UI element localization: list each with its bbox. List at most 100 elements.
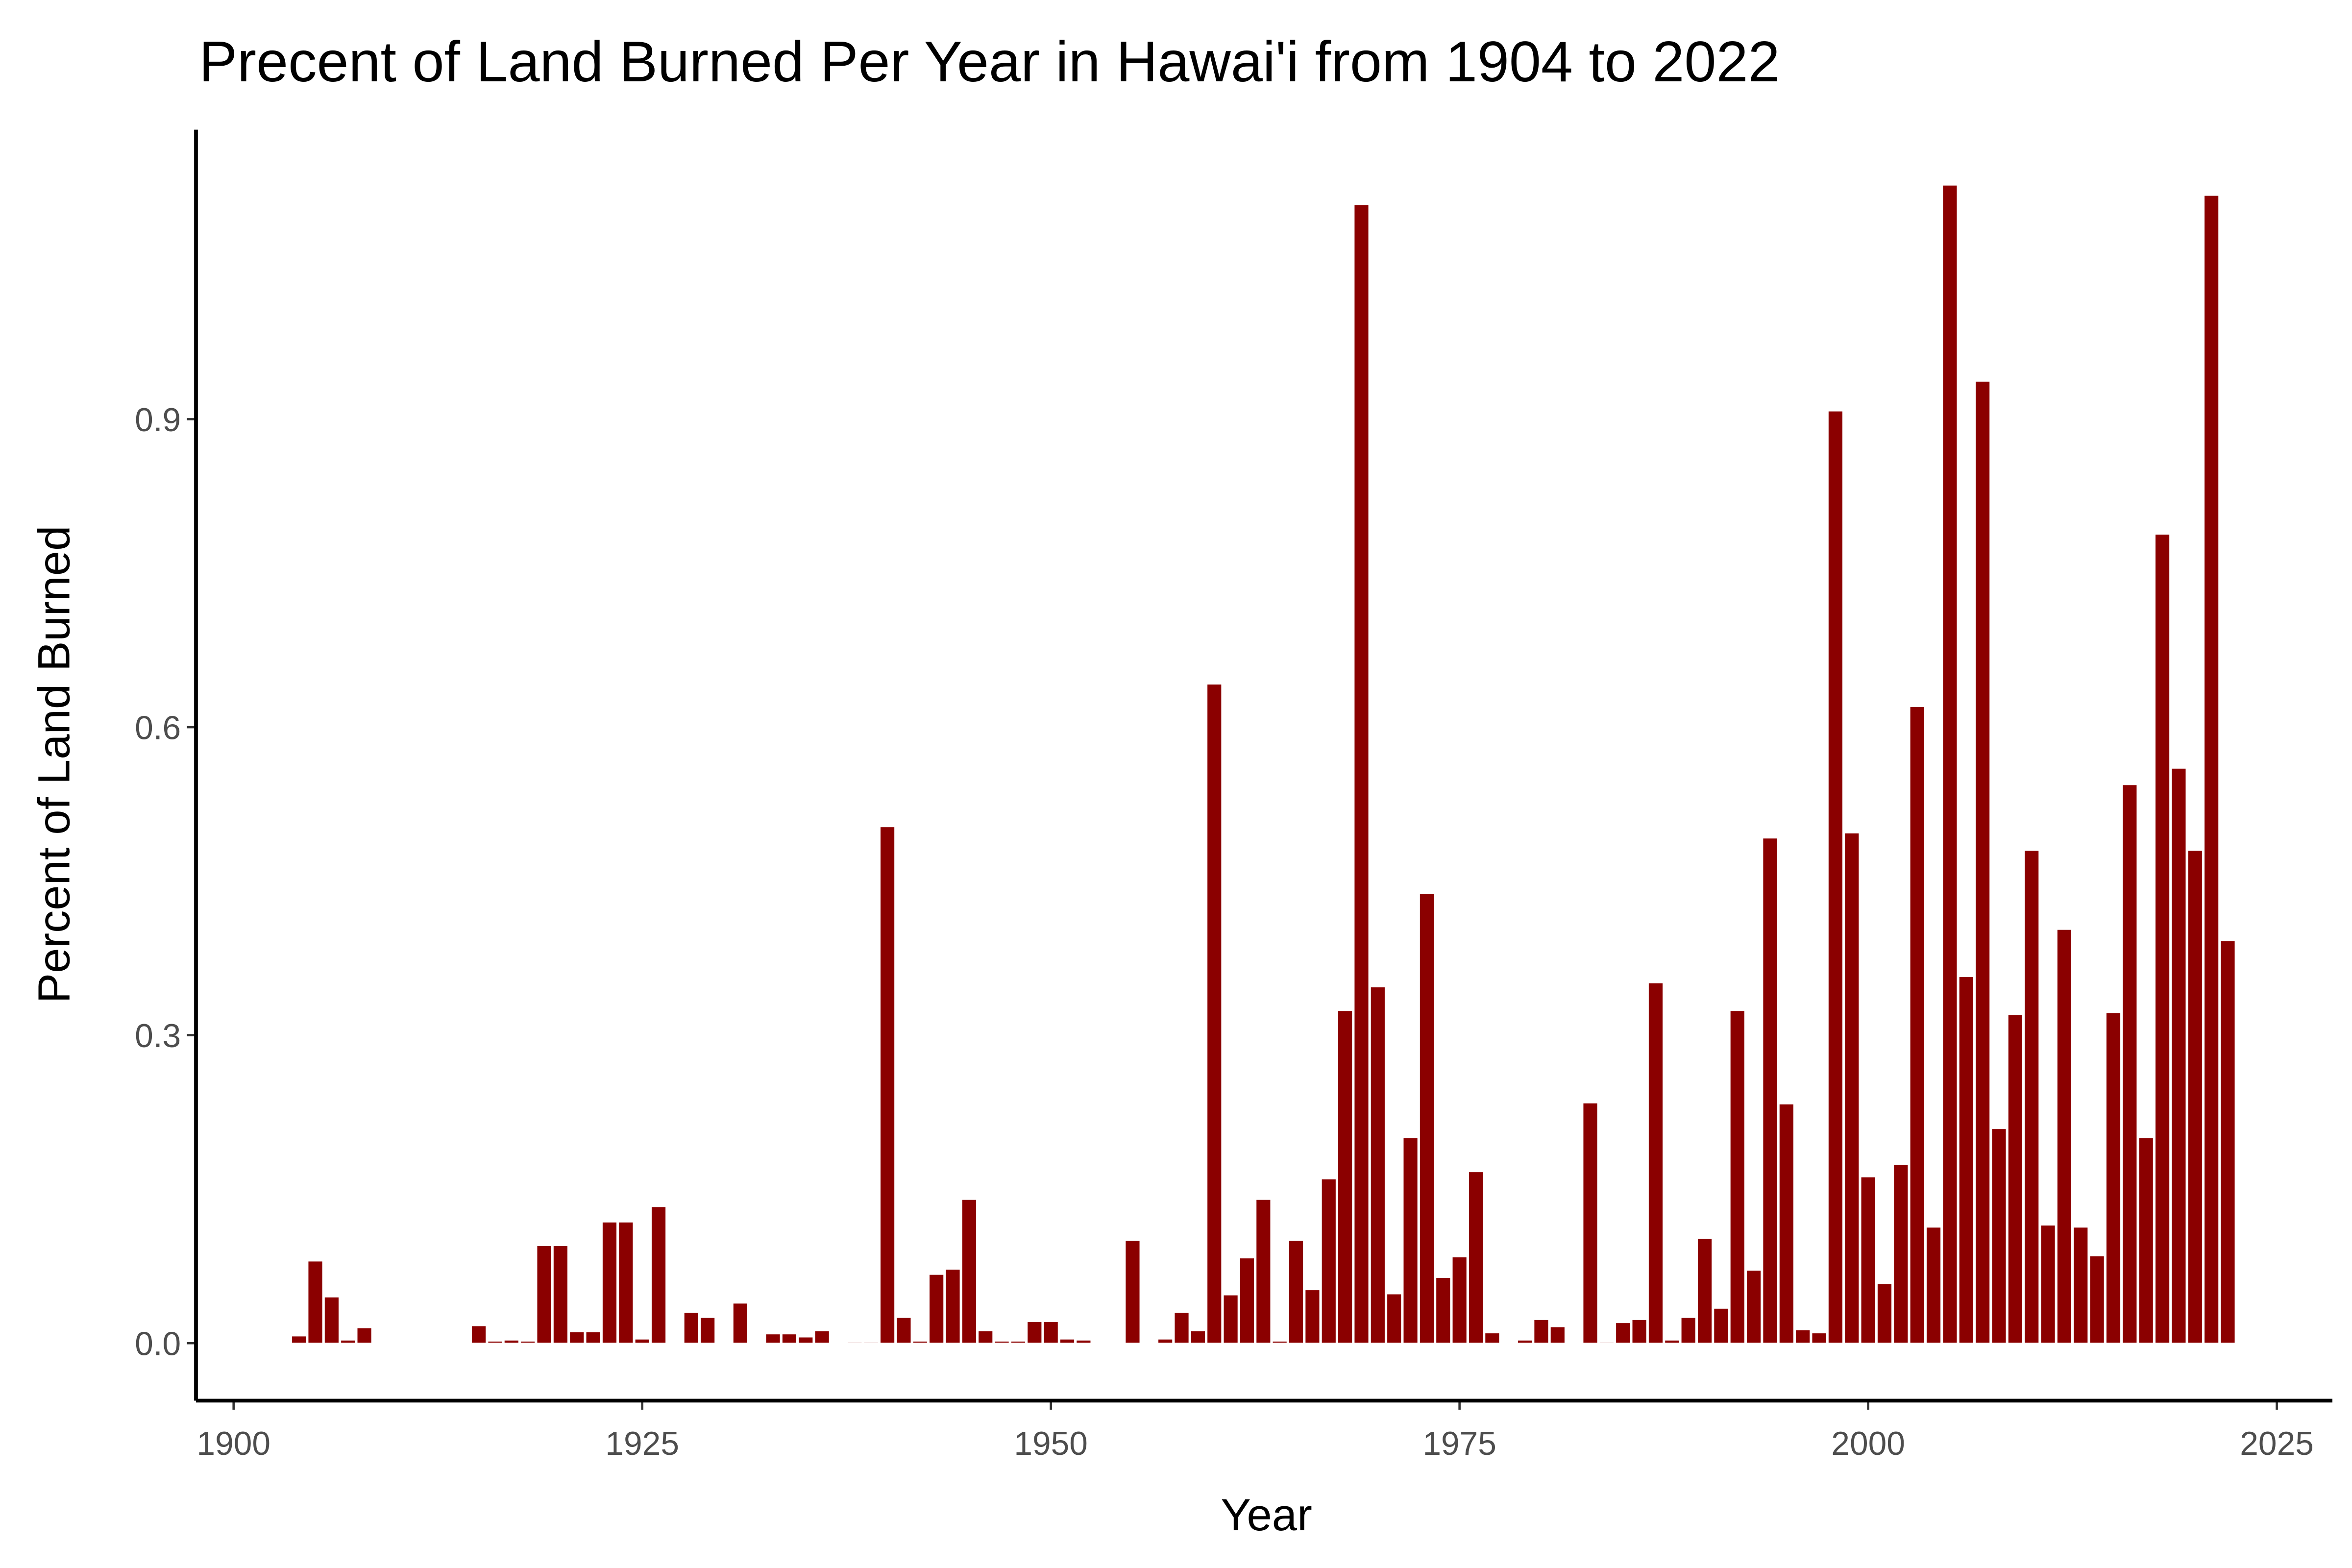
bar xyxy=(1926,1226,1941,1344)
bar xyxy=(994,1341,1010,1344)
bar xyxy=(307,1260,323,1344)
bar xyxy=(2040,1225,2056,1344)
bar xyxy=(1533,1319,1549,1344)
bar xyxy=(2024,850,2040,1344)
bar xyxy=(1697,1238,1713,1344)
bar xyxy=(2155,534,2171,1344)
bar xyxy=(1746,1270,1762,1344)
bar xyxy=(552,1245,568,1344)
x-tick-label: 2025 xyxy=(2240,1425,2314,1462)
chart-title: Precent of Land Burned Per Year in Hawai… xyxy=(199,29,1780,94)
bar xyxy=(1321,1178,1337,1344)
bar xyxy=(1059,1338,1075,1344)
bar xyxy=(1451,1256,1468,1344)
bar xyxy=(1827,410,1843,1344)
bar xyxy=(863,1342,879,1344)
bar xyxy=(1402,1137,1419,1344)
bar xyxy=(1549,1326,1566,1344)
bar xyxy=(1811,1332,1827,1344)
bar xyxy=(356,1327,372,1344)
bar xyxy=(1909,706,1925,1344)
bar xyxy=(323,1296,340,1344)
bar xyxy=(683,1312,699,1344)
bar xyxy=(503,1339,519,1344)
bar xyxy=(1680,1317,1696,1344)
bar xyxy=(2056,929,2072,1344)
bar xyxy=(1174,1312,1190,1344)
bar xyxy=(1370,986,1386,1344)
bar xyxy=(1027,1321,1043,1344)
bar xyxy=(2122,784,2138,1344)
bar xyxy=(929,1274,945,1344)
bar xyxy=(2187,850,2203,1344)
bar xyxy=(1713,1307,1729,1344)
bar xyxy=(1190,1330,1206,1344)
bar xyxy=(1975,381,1991,1344)
x-tick-label: 1900 xyxy=(196,1425,270,1462)
bar xyxy=(536,1245,552,1344)
y-tick-label: 0.9 xyxy=(135,402,181,439)
bar xyxy=(1844,832,1860,1344)
bar xyxy=(1648,982,1664,1344)
bar xyxy=(520,1341,536,1344)
bar xyxy=(1419,893,1435,1344)
bar xyxy=(2138,1137,2154,1344)
bar xyxy=(1958,976,1974,1344)
bar xyxy=(1517,1339,1533,1344)
bar xyxy=(1076,1339,1092,1344)
bar xyxy=(1729,1010,1745,1344)
y-tick-label: 0.6 xyxy=(135,710,181,747)
bar xyxy=(1223,1294,1239,1344)
bar xyxy=(700,1317,716,1344)
bar xyxy=(1304,1289,1321,1344)
bar xyxy=(1991,1128,2007,1344)
bar xyxy=(1239,1257,1255,1344)
y-tick-label: 0.3 xyxy=(135,1018,181,1054)
bar xyxy=(618,1221,634,1344)
bar xyxy=(634,1338,650,1344)
bar xyxy=(1484,1332,1500,1344)
bar xyxy=(471,1325,487,1344)
bar xyxy=(1778,1103,1794,1344)
bar xyxy=(1353,204,1370,1344)
bar xyxy=(978,1330,994,1344)
x-tick-label: 2000 xyxy=(1831,1425,1905,1462)
bar xyxy=(1206,684,1223,1344)
bar xyxy=(1942,184,1958,1344)
bar xyxy=(1386,1293,1402,1344)
bar xyxy=(1288,1240,1304,1344)
bar xyxy=(1157,1338,1174,1344)
bar xyxy=(798,1336,814,1344)
bar xyxy=(487,1341,503,1344)
bar xyxy=(896,1317,912,1344)
y-tick-label: 0.0 xyxy=(135,1326,181,1363)
bar xyxy=(340,1339,356,1344)
bar xyxy=(2220,940,2236,1344)
bar xyxy=(2089,1255,2105,1344)
bar xyxy=(945,1269,961,1344)
bar xyxy=(732,1302,748,1344)
bar xyxy=(2204,195,2220,1344)
x-tick-label: 1925 xyxy=(605,1425,679,1462)
bar xyxy=(1893,1164,1909,1344)
bar xyxy=(602,1221,617,1344)
bar xyxy=(1631,1319,1647,1344)
bar xyxy=(1043,1321,1059,1344)
bar xyxy=(2073,1226,2089,1344)
bar xyxy=(1762,837,1778,1344)
x-tick-label: 1975 xyxy=(1422,1425,1496,1462)
bar xyxy=(1615,1322,1631,1344)
bar xyxy=(1435,1277,1451,1344)
bar xyxy=(880,826,896,1344)
bar xyxy=(1255,1199,1272,1344)
bar xyxy=(1125,1240,1141,1344)
bar xyxy=(2007,1014,2023,1344)
bar xyxy=(1664,1339,1680,1344)
bar xyxy=(1860,1176,1876,1344)
bar xyxy=(651,1206,666,1344)
bar xyxy=(2106,1012,2121,1344)
bar xyxy=(961,1199,977,1344)
bar xyxy=(765,1333,781,1344)
bar xyxy=(912,1341,928,1344)
